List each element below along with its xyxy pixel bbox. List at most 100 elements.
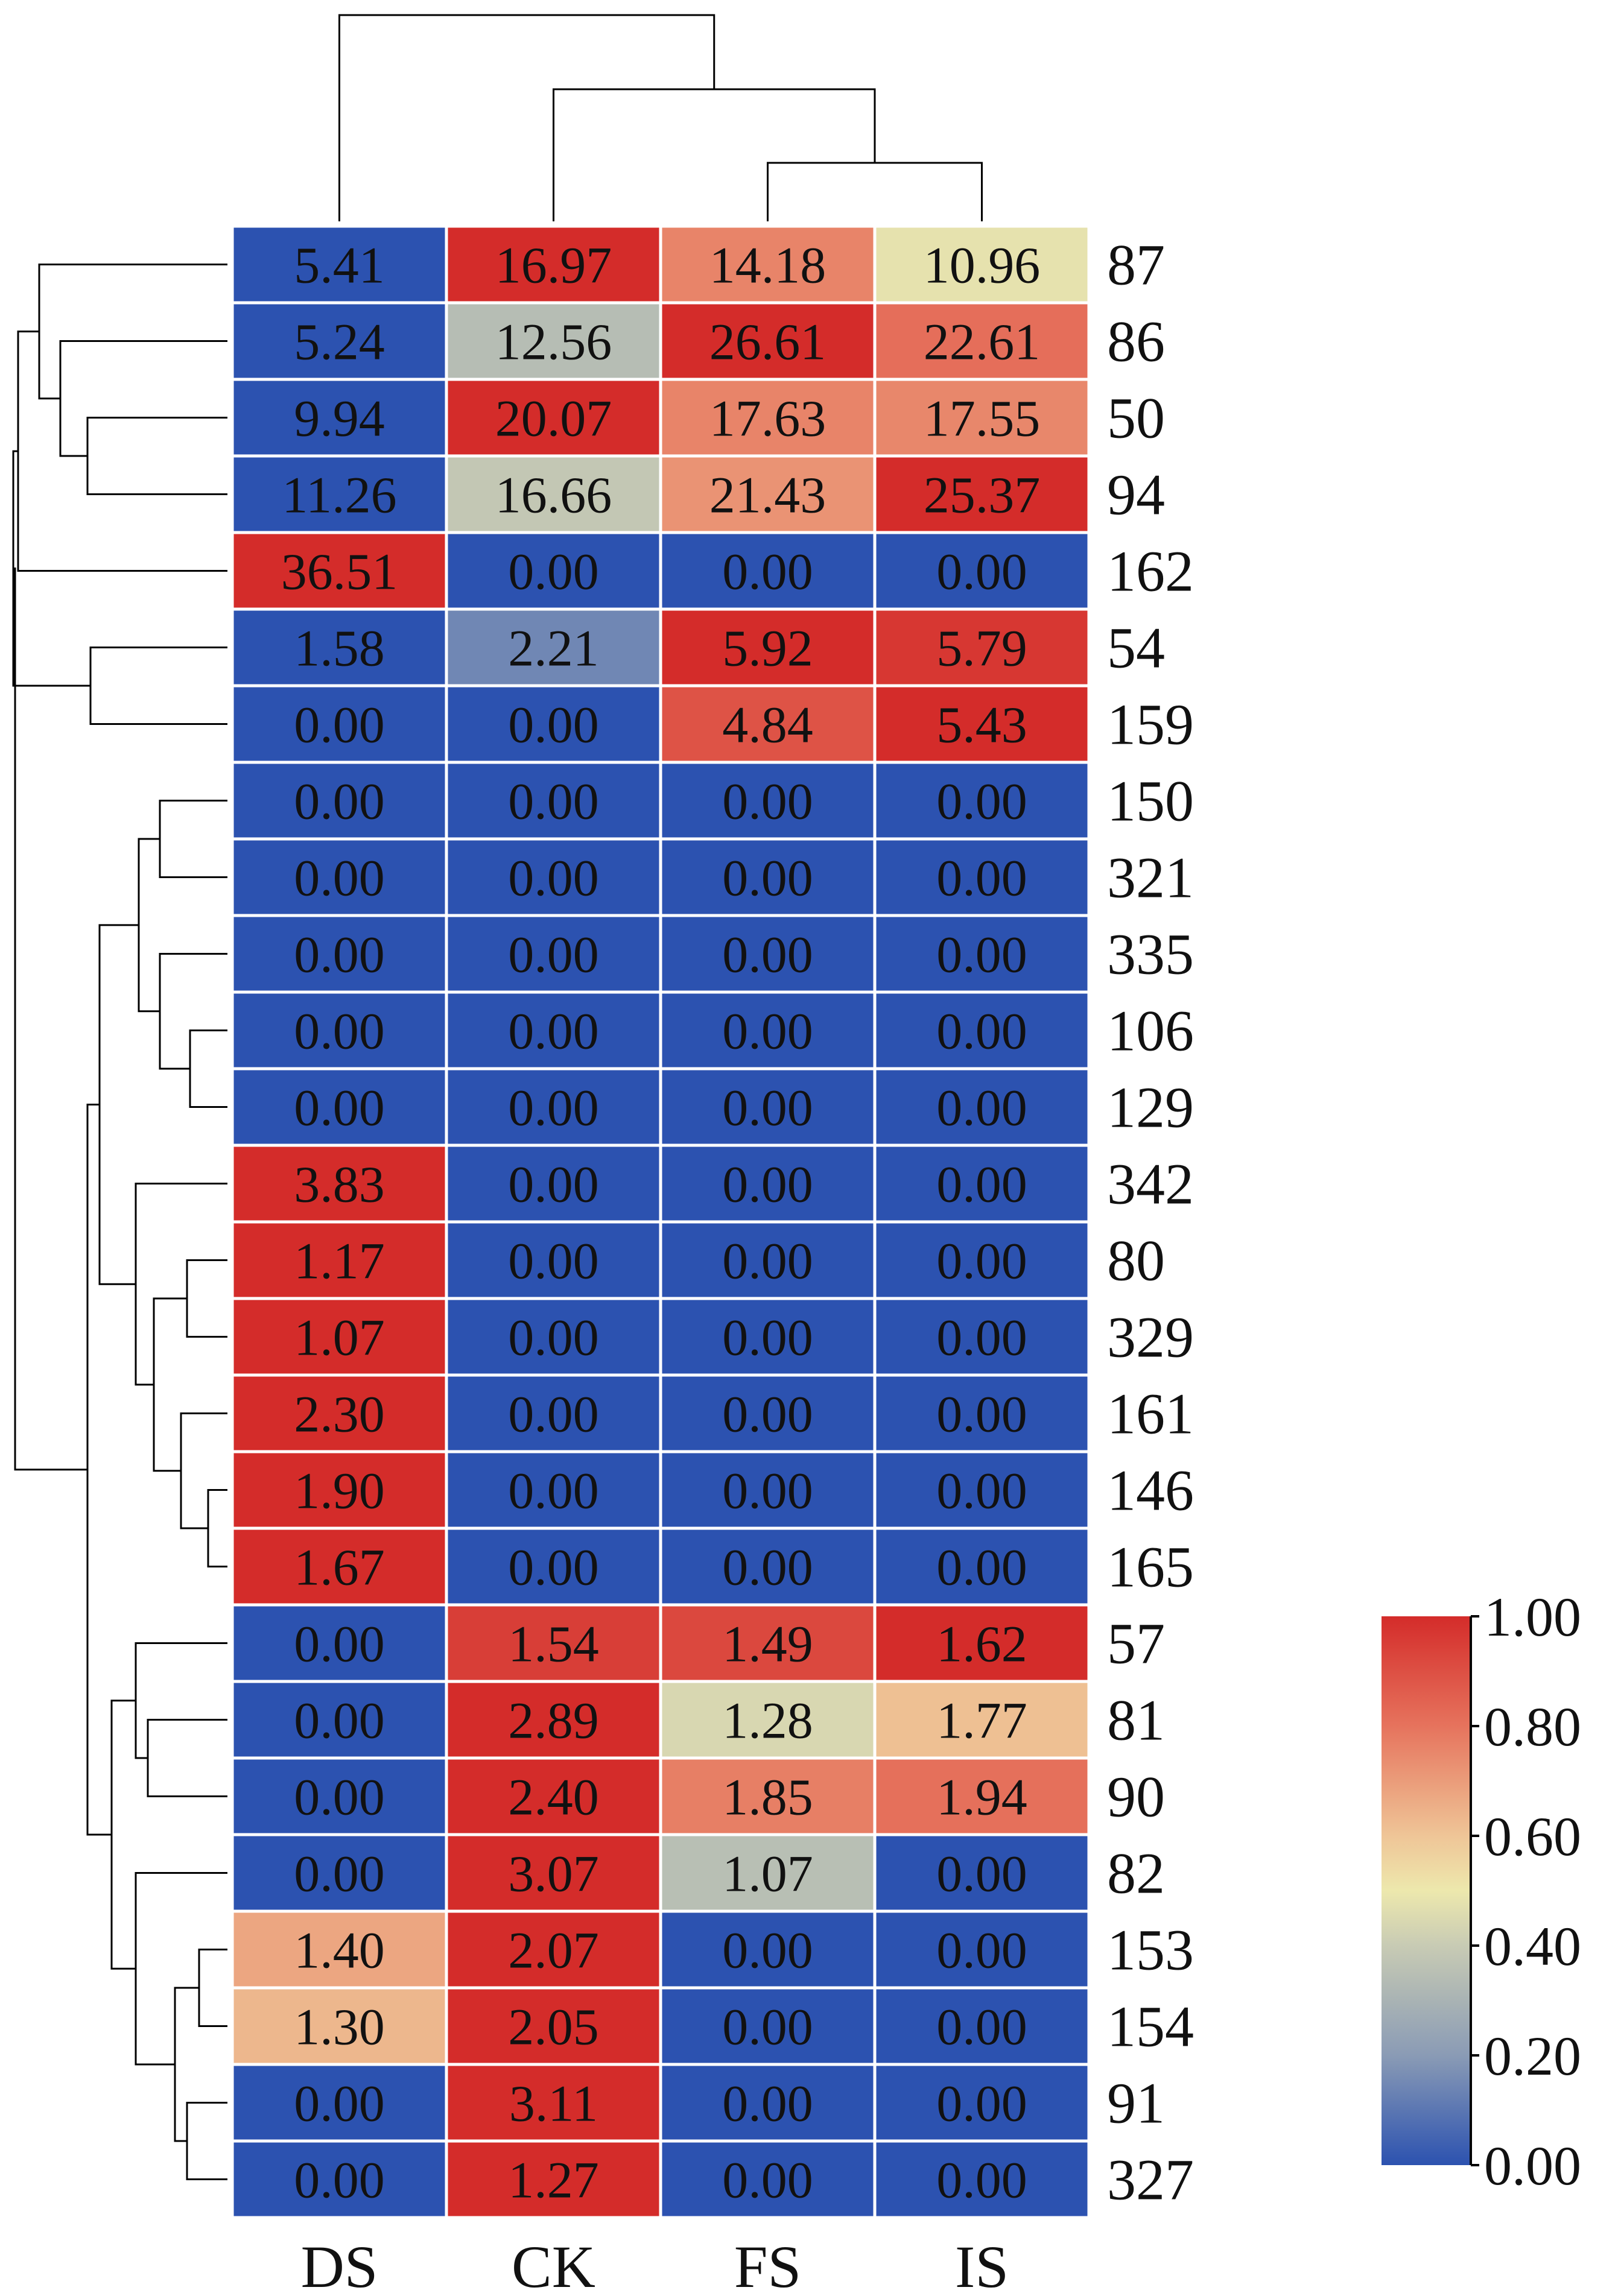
cell-value-label: 5.43 [936, 696, 1027, 754]
row-label: 154 [1107, 1994, 1194, 2059]
column-label: CK [512, 2233, 595, 2296]
heatmap-cell [659, 1450, 877, 1530]
cell-value-label: 0.00 [294, 773, 385, 830]
row-label: 90 [1107, 1765, 1165, 1829]
cell-value-label: 3.83 [294, 1156, 385, 1213]
column-label: DS [301, 2233, 378, 2296]
heatmap-cell [659, 1603, 877, 1683]
heatmap-cell [230, 1450, 448, 1530]
cell-value-label: 36.51 [281, 543, 398, 601]
cell-value-label: 0.00 [936, 1998, 1027, 2056]
row-dendrogram-link [147, 1719, 227, 1797]
cell-value-label: 5.41 [294, 236, 385, 294]
row-dendrogram-link [110, 1700, 136, 1970]
row-label: 91 [1107, 2071, 1165, 2136]
cell-value-label: 0.00 [722, 1002, 813, 1060]
cell-value-label: 0.00 [936, 1079, 1027, 1137]
heatmap-cell [873, 1680, 1091, 1760]
legend-tick-label: 0.40 [1484, 1915, 1581, 1977]
cell-value-label: 0.00 [936, 2151, 1027, 2209]
cell-value-label: 0.00 [936, 1385, 1027, 1443]
cell-value-label: 0.00 [508, 1002, 599, 1060]
row-dendrogram-link [12, 450, 90, 687]
heatmap-cell [873, 1756, 1091, 1836]
heatmap-cell [873, 1526, 1091, 1607]
cell-value-label: 0.00 [936, 543, 1027, 601]
heatmap-cell [230, 607, 448, 688]
cell-value-label: 17.55 [924, 390, 1041, 447]
cell-value-label: 2.21 [508, 619, 599, 677]
heatmap-cell [873, 224, 1091, 305]
cell-value-label: 1.77 [936, 1692, 1027, 1750]
cell-value-label: 14.18 [709, 236, 826, 294]
row-label: 153 [1107, 1918, 1194, 1982]
cell-value-label: 5.79 [936, 619, 1027, 677]
row-dendrogram-link [17, 330, 227, 572]
heatmap-grid: 5.41 16.97 14.18 10.96 5.24 12.56 26.61 22.61 9.… [230, 224, 1091, 2219]
heatmap-cell [873, 1986, 1091, 2066]
row-label: 161 [1107, 1382, 1194, 1446]
heatmap-cell [445, 1833, 662, 1913]
heatmap-cell [230, 2063, 448, 2143]
heatmap-cell [873, 990, 1091, 1071]
cell-value-label: 0.00 [294, 1845, 385, 1903]
cell-value-label: 0.00 [936, 1462, 1027, 1520]
cell-value-label: 0.00 [508, 849, 599, 907]
cell-value-label: 1.58 [294, 619, 385, 677]
heatmap-cell [873, 607, 1091, 688]
cell-value-label: 16.97 [495, 236, 612, 294]
cell-value-label: 2.40 [508, 1768, 599, 1826]
row-dendrogram-link [38, 264, 227, 400]
row-dendrogram-link [186, 1259, 227, 1338]
heatmap-cell [659, 378, 877, 458]
cell-value-label: 5.92 [722, 619, 813, 677]
heatmap-cell [230, 1220, 448, 1300]
cell-value-label: 0.00 [294, 1768, 385, 1826]
legend-tick-label: 0.00 [1484, 2135, 1581, 2196]
row-dendrogram-link [135, 1872, 227, 2066]
heatmap-cell [873, 914, 1091, 994]
heatmap-cell [873, 1067, 1091, 1147]
cell-value-label: 0.00 [722, 1079, 813, 1137]
cell-value-label: 0.00 [294, 1692, 385, 1750]
heatmap-cell [659, 224, 877, 305]
row-label: 342 [1107, 1152, 1194, 1216]
row-label: 86 [1107, 309, 1165, 374]
legend-tick-label: 0.80 [1484, 1696, 1581, 1757]
cell-value-label: 1.17 [294, 1232, 385, 1290]
cell-value-label: 0.00 [508, 1079, 599, 1137]
cell-value-label: 0.00 [294, 1079, 385, 1137]
cell-value-label: 0.00 [508, 1385, 599, 1443]
heatmap-cell [659, 607, 877, 688]
heatmap-cell [445, 1143, 662, 1224]
heatmap-cell [659, 2139, 877, 2219]
cell-value-label: 1.62 [936, 1615, 1027, 1673]
cell-value-label: 0.00 [936, 2075, 1027, 2133]
cell-value-label: 0.00 [936, 773, 1027, 830]
cell-value-label: 22.61 [924, 313, 1041, 371]
cell-value-label: 0.00 [722, 1998, 813, 2056]
heatmap-cell [230, 2139, 448, 2219]
heatmap-cell [230, 1297, 448, 1377]
heatmap-cell [659, 1833, 877, 1913]
heatmap-cell [445, 1680, 662, 1760]
cell-value-label: 0.00 [508, 773, 599, 830]
row-label: 87 [1107, 233, 1165, 297]
heatmap-cell [659, 301, 877, 381]
column-dendrogram-link [767, 162, 983, 221]
heatmap-cell [445, 2139, 662, 2219]
cell-value-label: 1.54 [508, 1615, 599, 1673]
cell-value-label: 0.00 [508, 1462, 599, 1520]
cell-value-label: 0.00 [294, 1615, 385, 1673]
heatmap-cell [230, 837, 448, 917]
cell-value-label: 4.84 [722, 696, 813, 754]
cell-value-label: 0.00 [294, 2151, 385, 2209]
row-label: 81 [1107, 1688, 1165, 1753]
column-dendrogram [338, 14, 983, 221]
cell-value-label: 1.67 [294, 1539, 385, 1596]
heatmap-cell [445, 607, 662, 688]
cell-value-label: 5.24 [294, 313, 385, 371]
legend-tick-label: 1.00 [1484, 1586, 1581, 1648]
heatmap-cell [659, 1680, 877, 1760]
